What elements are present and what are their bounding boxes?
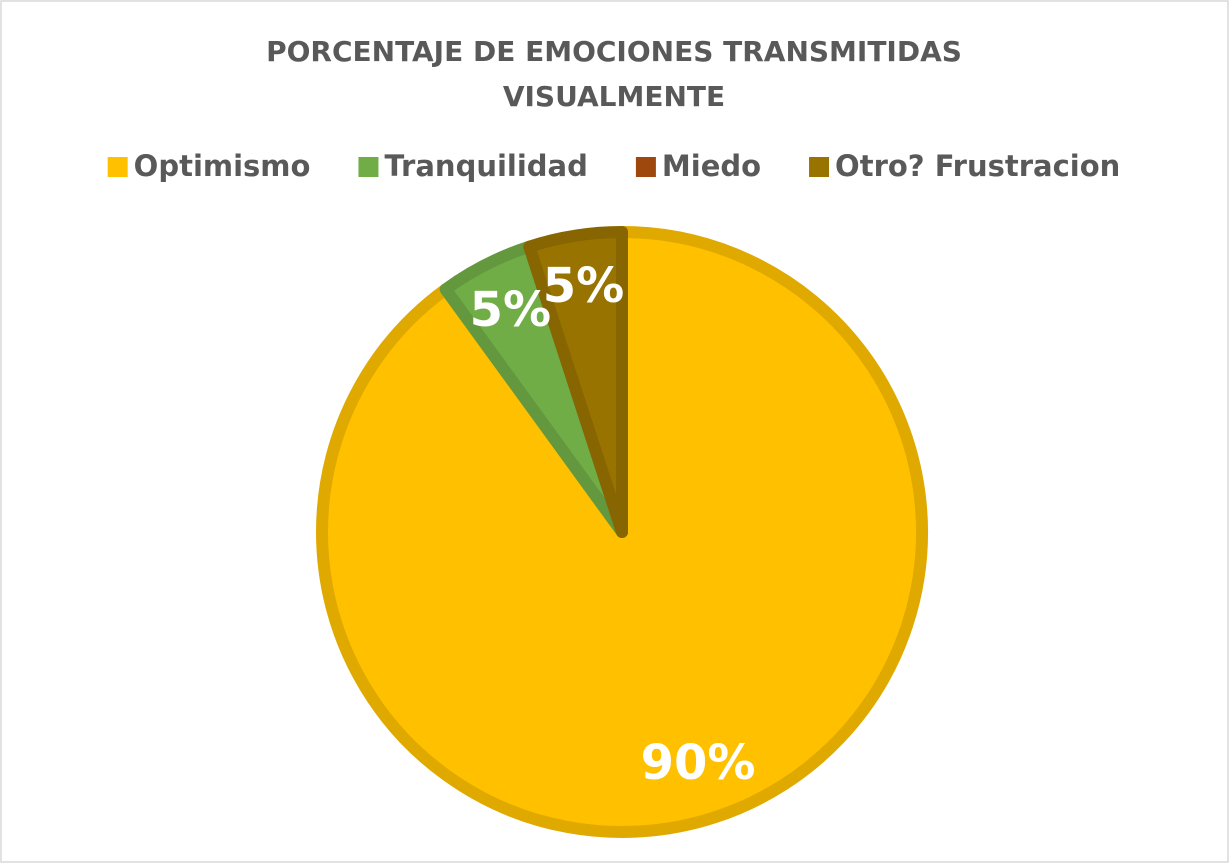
legend-swatch xyxy=(809,157,830,177)
pie-slice xyxy=(523,226,628,538)
legend-swatch xyxy=(635,157,656,177)
legend-swatch xyxy=(107,157,128,177)
data-label: 5% xyxy=(470,282,552,338)
legend-label: Tranquilidad xyxy=(384,149,587,183)
data-label: 5% xyxy=(543,258,625,314)
chart-title: VISUALMENTE xyxy=(503,80,725,113)
legend-label: Miedo xyxy=(662,149,761,183)
chart-title: PORCENTAJE DE EMOCIONES TRANSMITIDAS xyxy=(266,35,962,68)
data-label: 90% xyxy=(641,735,756,791)
legend-label: Optimismo xyxy=(134,149,311,183)
legend-label: Otro? Frustracion xyxy=(835,149,1120,183)
legend-swatch xyxy=(358,157,379,177)
